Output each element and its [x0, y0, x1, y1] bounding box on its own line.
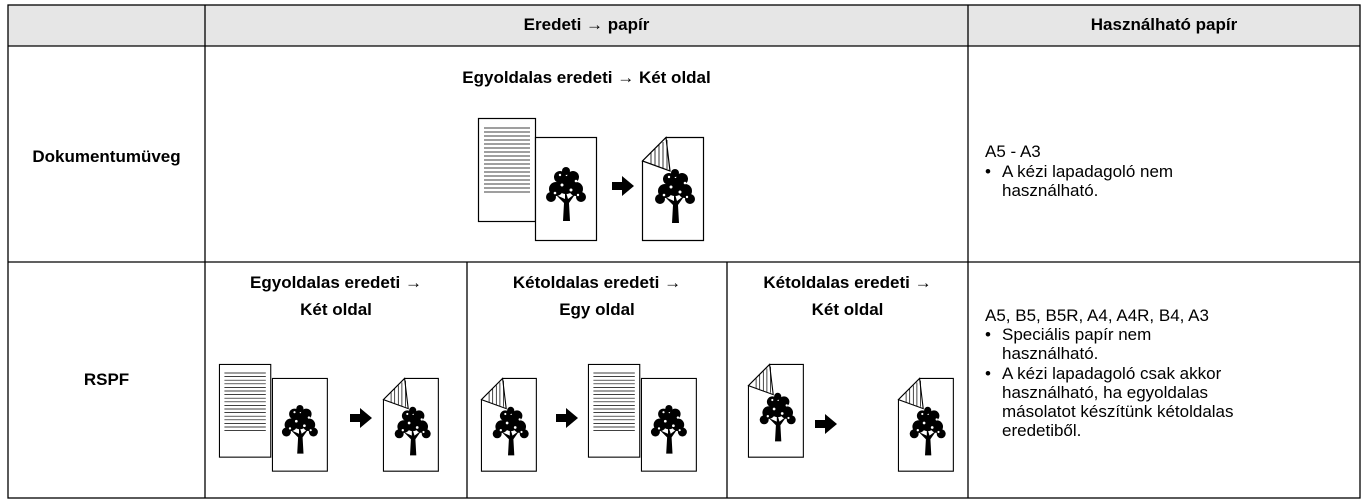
illustration: [218, 363, 438, 471]
table-grid: [7, 4, 1361, 499]
note-line: használható.: [1002, 181, 1099, 200]
mode-title: Két oldal: [811, 300, 884, 319]
mode-title: Egyoldalas eredeti → Két oldal: [462, 68, 711, 87]
illustration: [481, 363, 696, 471]
row-label: RSPF: [83, 370, 130, 389]
note-line: A kézi lapadagoló nem: [1002, 162, 1174, 181]
note-line: másolatot készítünk kétoldalas: [1002, 402, 1234, 421]
note: • A kézi lapadagoló nem használható.: [985, 162, 1174, 200]
note-line: eredetiből.: [1002, 421, 1082, 440]
paper-sizes: A5, B5, B5R, A4, A4R, B4, A3: [985, 306, 1209, 325]
note: • A kézi lapadagoló csak akkor használha…: [985, 364, 1234, 440]
note-line: használható, ha egyoldalas: [1002, 383, 1209, 402]
mode-title: Két oldal: [300, 300, 372, 319]
illustration: [477, 117, 704, 241]
illustration: [748, 364, 953, 471]
column-header: Eredeti → papír: [523, 15, 650, 34]
mode-title: Egyoldalas eredeti →: [250, 273, 422, 292]
note-line: Speciális papír nem: [1002, 325, 1152, 344]
note-line: használható.: [1002, 344, 1099, 363]
column-header: Használható papír: [1090, 15, 1238, 34]
mode-title: Kétoldalas eredeti →: [763, 273, 932, 292]
note-line: A kézi lapadagoló csak akkor: [1002, 364, 1222, 383]
paper-sizes: A5 - A3: [985, 142, 1041, 161]
mode-title: Egy oldal: [559, 300, 635, 319]
row-label: Dokumentumüveg: [32, 147, 181, 166]
header-fill: [8, 5, 1360, 46]
mode-title: Kétoldalas eredeti →: [512, 273, 682, 292]
note: • Speciális papír nem használható.: [985, 325, 1152, 363]
